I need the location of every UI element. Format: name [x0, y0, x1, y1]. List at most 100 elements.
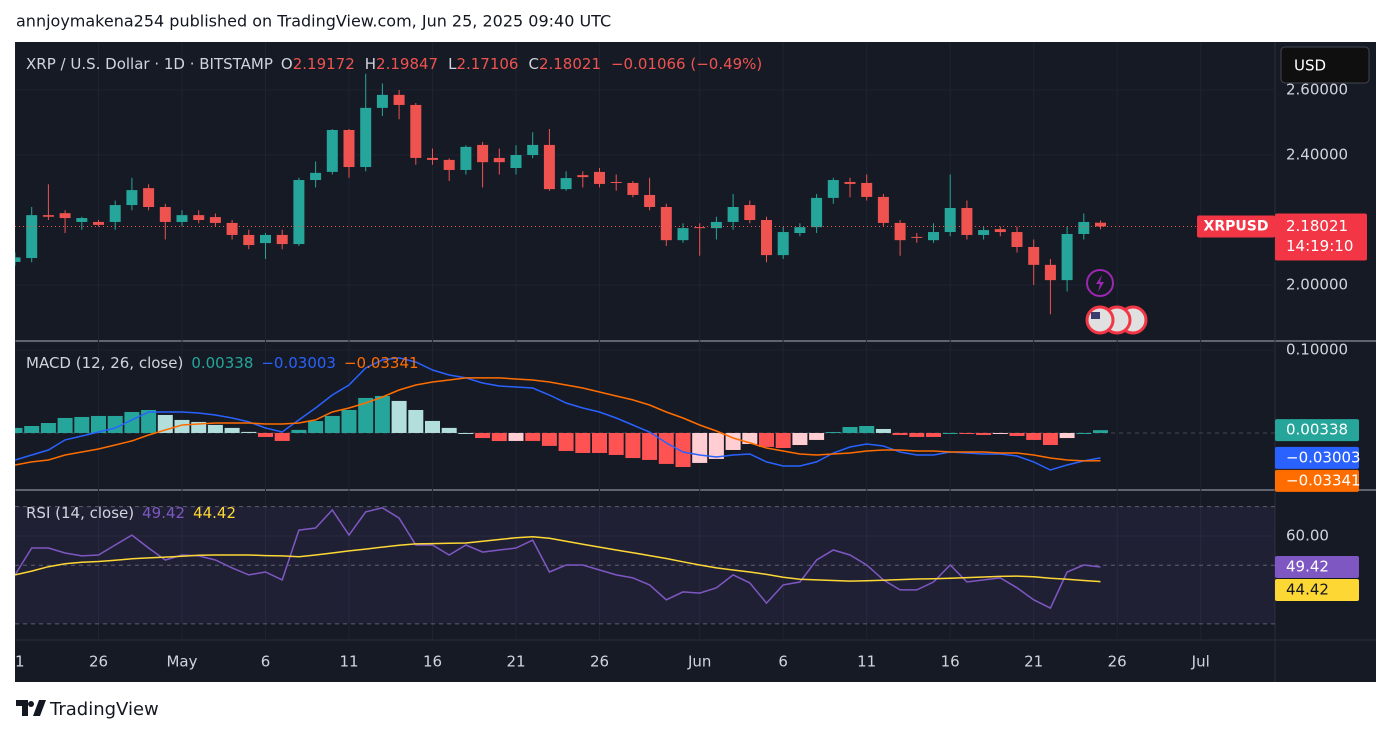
macd-histogram-bar [358, 397, 374, 433]
candle-body [493, 157, 505, 163]
axis-value-label: 44.42 [1286, 580, 1329, 598]
candle-body [443, 159, 455, 170]
macd-histogram-bar [458, 432, 474, 434]
macd-histogram-bar [959, 432, 975, 434]
macd-histogram-bar [274, 432, 290, 441]
candle-body [594, 171, 605, 184]
y-tick-label: 2.60000 [1286, 81, 1348, 99]
price-tag-value: 2.18021 [1286, 217, 1348, 235]
macd-histogram-bar [992, 432, 1008, 434]
ohlc-label: H [365, 55, 376, 73]
brand-logo [16, 700, 46, 716]
candle-body [1028, 246, 1040, 265]
x-tick-label: 16 [941, 653, 960, 671]
macd-histogram-bar [374, 395, 390, 433]
macd-histogram-bar [859, 426, 875, 433]
candle-body [393, 94, 405, 105]
brand-name: TradingView [49, 699, 159, 720]
rsi-ma-line [15, 536, 1101, 583]
x-tick-label: May [166, 653, 197, 671]
macd-histogram-bar [341, 409, 357, 433]
candle-body [911, 236, 923, 238]
macd-hist-value: 0.00338 [191, 354, 253, 372]
macd-histogram-bar [124, 411, 140, 433]
macd-histogram-bar [241, 431, 257, 433]
axis-value-tag [1275, 555, 1359, 578]
candle-body [59, 213, 71, 219]
candle-body [1044, 264, 1056, 281]
candle-body [293, 180, 305, 245]
candle-body [93, 221, 104, 225]
macd-histogram-bar [1042, 432, 1058, 446]
x-tick-label: 21 [506, 653, 525, 671]
macd-histogram-bar [608, 432, 624, 455]
axis-value-label: −0.03341 [1286, 471, 1361, 489]
candle-body [944, 207, 956, 233]
macd-histogram-bar [391, 400, 407, 433]
candle-body [1078, 221, 1090, 234]
candle-body [243, 234, 255, 246]
axis-value-tag [1275, 578, 1359, 601]
rsi-title: RSI (14, close) [26, 504, 134, 522]
candle-body [710, 221, 722, 229]
macd-histogram-bar [809, 432, 825, 440]
macd-histogram-bar [625, 432, 641, 459]
candle-body [694, 227, 706, 229]
macd-histogram-bar [558, 432, 574, 451]
macd-histogram-bar [475, 432, 491, 439]
macd-histogram-bar [675, 432, 691, 468]
candle-body [811, 197, 823, 228]
axis-value-tag [1275, 419, 1359, 442]
event-icon [1091, 312, 1100, 319]
macd-histogram-bar [775, 432, 791, 448]
currency-button[interactable] [1280, 46, 1370, 84]
candle-body [677, 228, 689, 241]
x-tick-label: 21 [5, 653, 24, 671]
rsi-pane [15, 492, 1275, 640]
candle-body [1061, 233, 1073, 281]
candle-body [209, 217, 221, 223]
macd-histogram-bar [224, 427, 240, 433]
candle-body [961, 207, 973, 235]
macd-histogram-bar [441, 427, 457, 433]
candle-body [326, 129, 338, 172]
macd-histogram-bar [207, 424, 223, 433]
macd-histogram-bar [408, 409, 424, 433]
candle-body [310, 172, 322, 181]
x-tick-label: Jun [687, 653, 711, 671]
ohlc-value: 2.19847 [376, 55, 438, 73]
macd-legend: MACD (12, 26, close) 0.00338 −0.03003 −0.03… [26, 354, 419, 372]
candle-body [844, 181, 856, 184]
currency-label[interactable]: USD [1294, 57, 1326, 75]
y-tick-label: 2.00000 [1286, 276, 1348, 294]
candle-body [260, 234, 271, 244]
macd-histogram-bar [425, 420, 440, 433]
candle-body [543, 144, 555, 190]
rsi-legend: RSI (14, close) 49.42 44.42 [26, 504, 236, 522]
candle-body [126, 190, 138, 206]
ohlc-value: 2.18021 [539, 55, 601, 73]
candle-body [928, 232, 939, 241]
macd-histogram-bar [541, 432, 557, 446]
candle-body [42, 215, 54, 217]
candle-body [660, 207, 672, 241]
macd-histogram-bar [1026, 432, 1042, 440]
event-icons [1085, 269, 1148, 335]
candle-body [460, 146, 472, 170]
candle-body [877, 196, 889, 223]
candle-body [427, 157, 438, 160]
macd-histogram-bar [174, 419, 190, 433]
candle-body [176, 215, 188, 222]
macd-histogram-bar [308, 421, 324, 433]
candle-body [727, 207, 739, 222]
candle-body [994, 229, 1006, 233]
macd-histogram-bar [508, 432, 524, 441]
x-tick-label: 6 [261, 653, 271, 671]
macd-histogram-bar [592, 432, 607, 453]
macd-title: MACD (12, 26, close) [26, 354, 183, 372]
macd-histogram-bar [15, 427, 23, 433]
candle-body [76, 218, 88, 222]
candle-body [827, 180, 839, 198]
x-tick-label: 6 [778, 653, 788, 671]
macd-histogram-bar [759, 432, 774, 447]
